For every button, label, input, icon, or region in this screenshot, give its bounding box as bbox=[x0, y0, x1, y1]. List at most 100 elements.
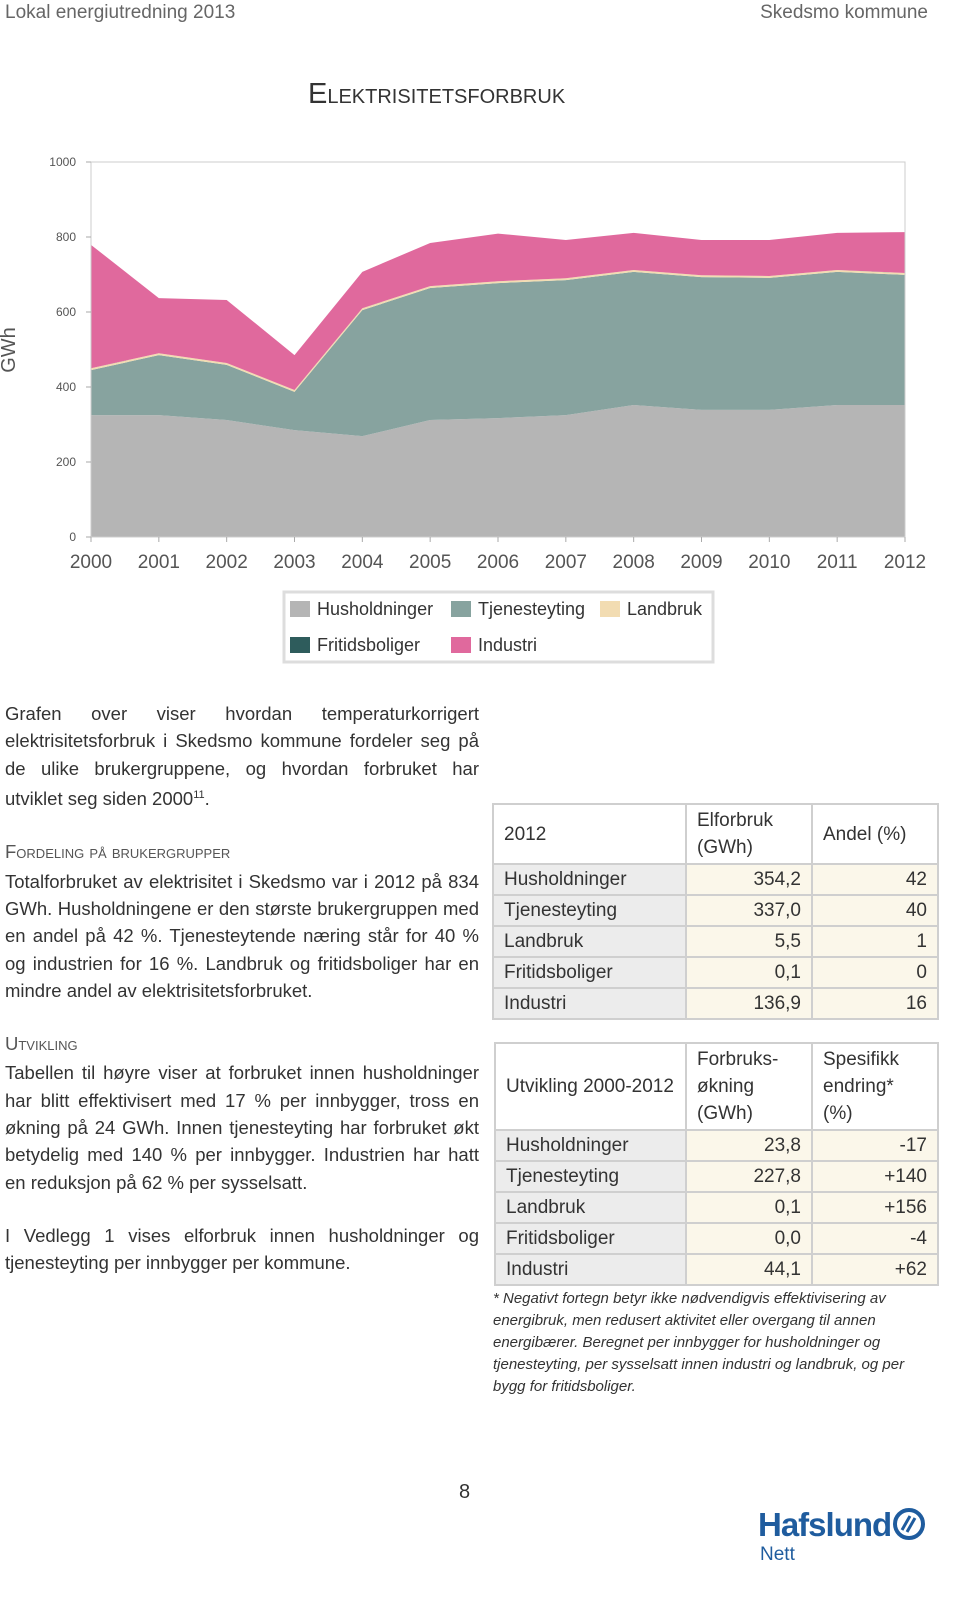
table: Utvikling 2000-2012 Forbruks-økning (GWh)… bbox=[494, 1042, 939, 1286]
footnote-ref: 11 bbox=[193, 788, 205, 801]
x-tick-label: 2000 bbox=[70, 552, 112, 573]
legend-swatch bbox=[290, 601, 310, 617]
value-cell: 0,0 bbox=[685, 1222, 813, 1255]
x-tick-label: 2009 bbox=[680, 552, 722, 573]
table: 2012 Elforbruk (GWh) Andel (%) Husholdninge… bbox=[492, 803, 939, 1020]
logo-name: Hafslund bbox=[758, 1506, 892, 1543]
legend-swatch bbox=[600, 601, 620, 617]
value-cell: 0,1 bbox=[685, 1191, 813, 1224]
area bbox=[91, 232, 905, 390]
row: Industri 44,1 +62 bbox=[494, 1253, 939, 1286]
appendix-note: I Vedlegg 1 vises elforbruk innen hushol… bbox=[5, 1224, 479, 1274]
label-cell: Tjenesteyting bbox=[494, 1160, 687, 1193]
value-cell: -17 bbox=[811, 1129, 939, 1162]
header-cell: Utvikling 2000-2012 bbox=[494, 1042, 687, 1131]
header-row: 2012 Elforbruk (GWh) Andel (%) bbox=[492, 803, 939, 865]
legend-label: Industri bbox=[478, 635, 537, 655]
x-tick-label: 2003 bbox=[273, 552, 315, 573]
label-cell: Fritidsboliger bbox=[492, 956, 687, 989]
header-right: Skedsmo kommune bbox=[760, 2, 928, 23]
label-cell: Landbruk bbox=[492, 925, 687, 958]
x-tick-label: 2012 bbox=[884, 552, 926, 573]
section: Fordeling på brukergrupper Totalforbruket… bbox=[5, 838, 479, 1004]
value-cell: 16 bbox=[811, 987, 939, 1020]
row: Industri 136,9 16 bbox=[492, 987, 939, 1020]
label-cell: Fritidsboliger bbox=[494, 1222, 687, 1255]
value-cell: 23,8 bbox=[685, 1129, 813, 1162]
value-cell: 227,8 bbox=[685, 1160, 813, 1193]
x-tick-label: 2004 bbox=[341, 552, 384, 573]
row: Fritidsboliger 0,0 -4 bbox=[494, 1222, 939, 1255]
y-axis-label: GWh bbox=[0, 327, 20, 373]
value-cell: 354,2 bbox=[685, 863, 813, 896]
row: Husholdninger 23,8 -17 bbox=[494, 1129, 939, 1162]
legend-label: Fritidsboliger bbox=[317, 635, 420, 655]
area bbox=[91, 271, 905, 437]
value-cell: 42 bbox=[811, 863, 939, 896]
legend-label: Landbruk bbox=[627, 599, 703, 619]
legend-label: Tjenesteyting bbox=[478, 599, 585, 619]
header-left: Lokal energiutredning 2013 bbox=[5, 2, 236, 23]
value-cell: 0 bbox=[811, 956, 939, 989]
row: Tjenesteyting 227,8 +140 bbox=[494, 1160, 939, 1193]
logo-icon bbox=[893, 1508, 925, 1540]
value-cell: 0,1 bbox=[685, 956, 813, 989]
value-cell: 44,1 bbox=[685, 1253, 813, 1286]
value-cell: -4 bbox=[811, 1222, 939, 1255]
value-cell: +156 bbox=[811, 1191, 939, 1224]
legend-label: Husholdninger bbox=[317, 599, 433, 619]
text-column: Grafen over viser hvordan temperaturkorr… bbox=[5, 700, 479, 1303]
section-text: Totalforbruket av elektrisitet i Skedsmo… bbox=[5, 870, 479, 1001]
y-tick-label: 1000 bbox=[49, 155, 76, 169]
row: Fritidsboliger 0,1 0 bbox=[492, 956, 939, 989]
header-cell: Andel (%) bbox=[811, 803, 939, 865]
value-cell: 40 bbox=[811, 894, 939, 927]
value-cell: +62 bbox=[811, 1253, 939, 1286]
section-heading: Fordeling på brukergrupper bbox=[5, 841, 231, 863]
intro-text: Grafen over viser hvordan temperaturkorr… bbox=[5, 703, 479, 810]
header-cell: Spesifikk endring* (%) bbox=[811, 1042, 939, 1131]
value-cell: 5,5 bbox=[685, 925, 813, 958]
x-tick-label: 2005 bbox=[409, 552, 451, 573]
y-tick-label: 200 bbox=[56, 455, 76, 469]
header-cell: Elforbruk (GWh) bbox=[685, 803, 813, 865]
header-cell: Forbruks-økning (GWh) bbox=[685, 1042, 813, 1131]
label-cell: Industri bbox=[492, 987, 687, 1020]
label-cell: Tjenesteyting bbox=[492, 894, 687, 927]
x-tick-label: 2010 bbox=[748, 552, 790, 573]
legend-box bbox=[282, 590, 715, 664]
intro-end: . bbox=[204, 788, 210, 810]
x-tick-label: 2007 bbox=[545, 552, 587, 573]
value-cell: 1 bbox=[811, 925, 939, 958]
legend-swatch bbox=[451, 601, 471, 617]
row: Tjenesteyting 337,0 40 bbox=[492, 894, 939, 927]
label-cell: Industri bbox=[494, 1253, 687, 1286]
legend-swatch bbox=[451, 637, 471, 653]
intro: Grafen over viser hvordan temperaturkorr… bbox=[5, 700, 479, 812]
footnote: * Negativt fortegn betyr ikke nødvendigv… bbox=[493, 1290, 905, 1395]
section-text: Tabellen til høyre viser at forbruket in… bbox=[5, 1062, 479, 1193]
section-heading: Utvikling bbox=[5, 1033, 78, 1055]
x-tick-label: 2002 bbox=[206, 552, 248, 573]
x-tick-label: 2011 bbox=[817, 552, 858, 573]
label-cell: Landbruk bbox=[494, 1191, 687, 1224]
label-cell: Husholdninger bbox=[492, 863, 687, 896]
value-cell: +140 bbox=[811, 1160, 939, 1193]
y-tick-label: 800 bbox=[56, 230, 76, 244]
chart: GWh 0 200 400 600 800 1000 2000 2001 2002 2003 200… bbox=[0, 155, 926, 664]
logo-sub: Nett bbox=[760, 1544, 795, 1565]
x-tick-label: 2001 bbox=[138, 552, 180, 573]
section: Utvikling Tabellen til høyre viser at for… bbox=[5, 1030, 479, 1196]
area bbox=[91, 405, 905, 537]
x-tick-label: 2008 bbox=[613, 552, 655, 573]
y-tick-label: 600 bbox=[56, 305, 76, 319]
x-tick-label: 2006 bbox=[477, 552, 519, 573]
y-tick-label: 0 bbox=[69, 530, 76, 544]
page-title: Elektrisitetsforbruk bbox=[308, 78, 566, 110]
y-tick-label: 400 bbox=[56, 380, 76, 394]
legend-swatch bbox=[290, 637, 310, 653]
header-cell: 2012 bbox=[492, 803, 687, 865]
page-number: 8 bbox=[459, 1481, 471, 1503]
row: Landbruk 0,1 +156 bbox=[494, 1191, 939, 1224]
